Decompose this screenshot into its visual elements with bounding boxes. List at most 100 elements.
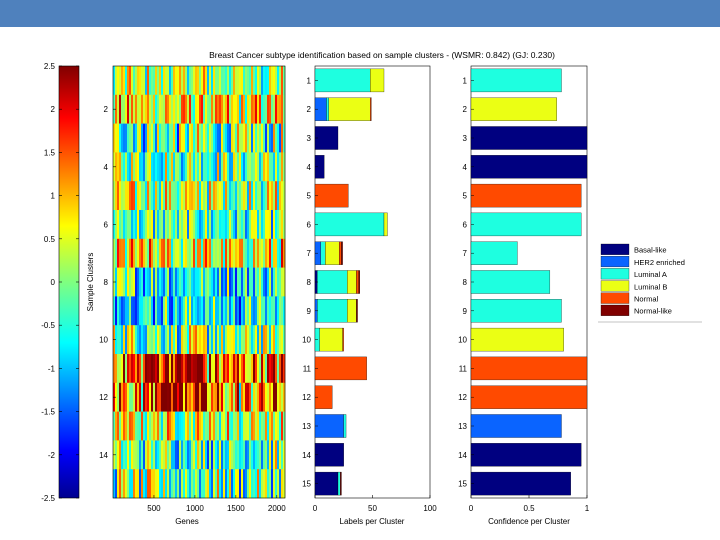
heatmap-cell (159, 210, 162, 240)
heatmap-cell (245, 152, 248, 182)
heatmap-cell (221, 440, 224, 470)
labels-bar-segment (370, 97, 372, 121)
heatmap-cell (195, 123, 198, 153)
heatmap-cell (275, 296, 278, 326)
heatmap-cell (283, 238, 286, 268)
heatmap-cell (167, 325, 170, 355)
heatmap-cell (255, 296, 258, 326)
heatmap-cell (255, 469, 258, 499)
heatmap-cell (211, 123, 214, 153)
heatmap-cell (169, 411, 172, 441)
heatmap-cell (155, 238, 158, 268)
heatmap-cell (269, 123, 272, 153)
heatmap-cell (207, 123, 210, 153)
heatmap-cell (271, 440, 274, 470)
heatmap-cell (229, 469, 232, 499)
heatmap-cell (255, 267, 258, 297)
heatmap-cell (261, 94, 264, 124)
heatmap-cell (233, 267, 236, 297)
heatmap-cell (247, 267, 250, 297)
heatmap-cell (157, 440, 160, 470)
heatmap-cell (169, 181, 172, 211)
heatmap-cell (253, 440, 256, 470)
heatmap-cell (153, 267, 156, 297)
confidence-cluster-label: 8 (463, 278, 468, 287)
heatmap-cell (199, 469, 202, 499)
heatmap-cell (131, 181, 134, 211)
heatmap-cell (153, 94, 156, 124)
heatmap-cell (179, 267, 182, 297)
heatmap-cell (259, 354, 262, 384)
heatmap-cell (133, 238, 136, 268)
heatmap-cell (237, 325, 240, 355)
heatmap-cell (241, 469, 244, 499)
heatmap-cell (263, 181, 266, 211)
heatmap-cell (223, 296, 226, 326)
heatmap-cell (283, 440, 286, 470)
heatmap-cell (155, 325, 158, 355)
heatmap-cell (121, 152, 124, 182)
heatmap-cell (231, 382, 234, 412)
heatmap-cell (125, 325, 128, 355)
heatmap-cell (277, 411, 280, 441)
heatmap-cell (161, 66, 164, 96)
labels-cluster-label: 1 (307, 76, 312, 85)
heatmap-cell (281, 181, 284, 211)
heatmap-cell (153, 440, 156, 470)
heatmap-cell (205, 66, 208, 96)
heatmap-cell (273, 66, 276, 96)
heatmap-cell (155, 469, 158, 499)
heatmap-cell (277, 296, 280, 326)
heatmap-cell (261, 354, 264, 384)
legend-swatch (600, 268, 630, 280)
heatmap-cell (155, 181, 158, 211)
heatmap-cell (143, 123, 146, 153)
confidence-cluster-label: 4 (463, 163, 468, 172)
heatmap-ytick-label: 8 (104, 278, 109, 287)
heatmap-cell (125, 94, 128, 124)
heatmap-cell (235, 66, 238, 96)
labels-bar-segment (320, 241, 326, 265)
heatmap-cell (115, 66, 118, 96)
heatmap-cell (191, 267, 194, 297)
heatmap-cell (269, 210, 272, 240)
heatmap-cell (145, 210, 148, 240)
heatmap-cell (213, 440, 216, 470)
heatmap-cell (177, 411, 180, 441)
heatmap-cell (201, 210, 204, 240)
heatmap-cell (167, 238, 170, 268)
heatmap-cell (189, 238, 192, 268)
heatmap-cell (203, 123, 206, 153)
heatmap-cell (177, 267, 180, 297)
heatmap-cell (245, 382, 248, 412)
heatmap-cell (127, 382, 130, 412)
heatmap-cell (147, 354, 150, 384)
heatmap-cell (125, 238, 128, 268)
heatmap-cell (169, 267, 172, 297)
heatmap-cell (235, 210, 238, 240)
confidence-bar (470, 241, 518, 265)
heatmap-cell (183, 94, 186, 124)
heatmap-cell (189, 66, 192, 96)
heatmap-cell (217, 181, 220, 211)
heatmap-cell (153, 152, 156, 182)
heatmap-cell (175, 296, 178, 326)
heatmap-cell (271, 123, 274, 153)
heatmap-cell (263, 325, 266, 355)
heatmap-cell (131, 354, 134, 384)
heatmap-cell (225, 66, 228, 96)
heatmap-cell (163, 210, 166, 240)
colorbar-tick-label: -0.5 (41, 321, 55, 330)
heatmap-cell (197, 123, 200, 153)
heatmap-cell (273, 325, 276, 355)
heatmap-cell (199, 382, 202, 412)
heatmap-cell (267, 123, 270, 153)
legend-swatch (600, 292, 630, 304)
heatmap-cell (217, 210, 220, 240)
heatmap-cell (163, 382, 166, 412)
labels-bar-segment (343, 414, 347, 438)
heatmap-cell (253, 267, 256, 297)
heatmap-cell (221, 267, 224, 297)
heatmap-cell (159, 267, 162, 297)
heatmap-cell (205, 181, 208, 211)
